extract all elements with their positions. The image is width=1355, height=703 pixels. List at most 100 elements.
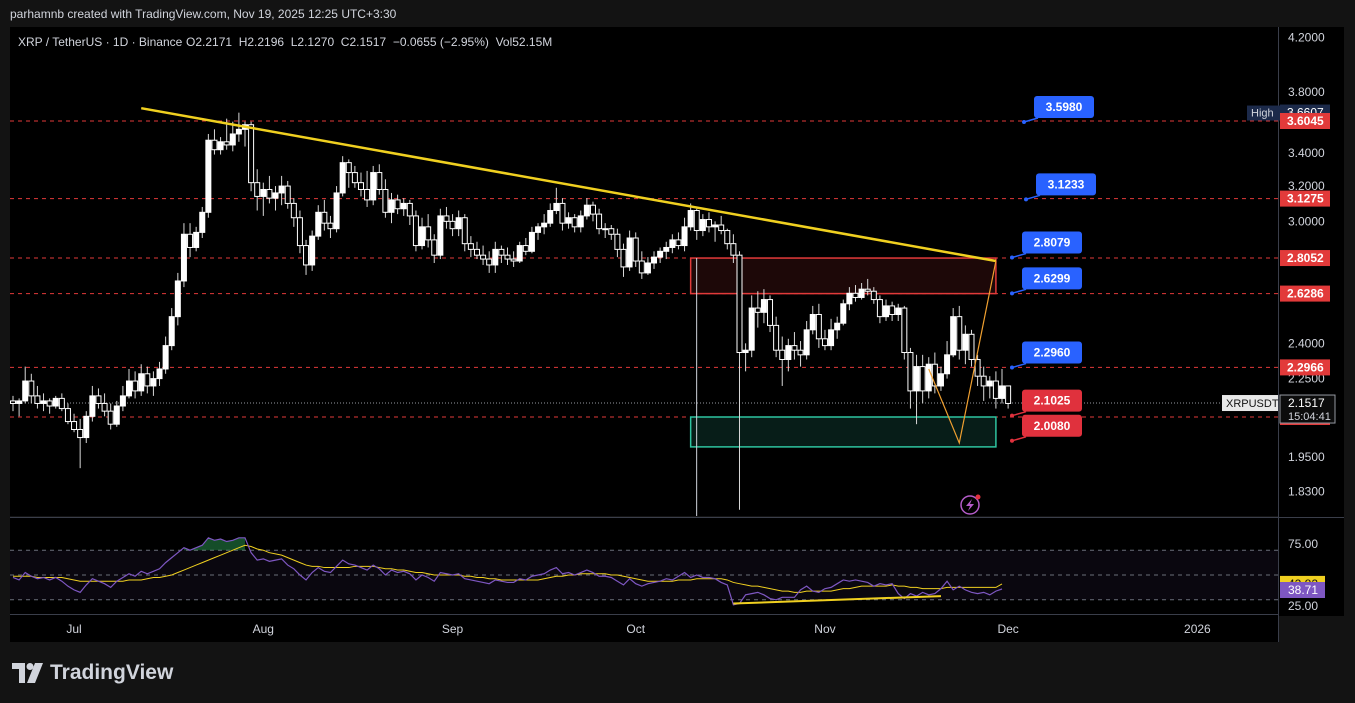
candle-body[interactable] [883,305,890,318]
candle-body[interactable] [492,248,499,266]
candle-body[interactable] [443,215,450,222]
candle-body[interactable] [412,215,419,247]
candle-body[interactable] [699,219,706,232]
candle-body[interactable] [980,375,987,387]
candle-body[interactable] [962,333,969,351]
tradingview-logo[interactable]: TradingView [12,660,173,686]
candle-body[interactable] [486,258,493,266]
candle-body[interactable] [339,162,346,194]
candle-body[interactable] [712,224,719,228]
candle-body[interactable] [101,402,108,412]
candle-body[interactable] [638,260,645,274]
price-callout-box[interactable] [1022,267,1082,290]
candle-body[interactable] [577,215,584,228]
candle-body[interactable] [480,254,487,260]
candle-body[interactable] [211,139,218,151]
candle-body[interactable] [858,288,865,298]
candle-body[interactable] [77,428,84,439]
candle-body[interactable] [876,299,883,318]
candle-body[interactable] [797,349,804,356]
candle-body[interactable] [736,254,743,354]
candle-body[interactable] [376,172,383,190]
candle-body[interactable] [364,188,371,201]
candle-body[interactable] [315,211,322,237]
price-callout-box[interactable] [1034,95,1094,118]
candle-body[interactable] [553,202,560,212]
candle-body[interactable] [296,217,303,247]
candle-body[interactable] [992,380,999,399]
candle-body[interactable] [681,226,688,247]
candle-body[interactable] [852,292,859,298]
candle-body[interactable] [187,233,194,248]
candle-body[interactable] [663,246,670,252]
candle-body[interactable] [840,303,847,324]
candle-body[interactable] [669,239,676,248]
candle-body[interactable] [58,397,65,410]
candle-body[interactable] [284,185,291,204]
price-callout-box[interactable] [1022,341,1082,364]
candle-body[interactable] [321,211,328,224]
candle-body[interactable] [925,363,932,392]
candle-body[interactable] [785,345,792,361]
candle-body[interactable] [620,248,627,268]
candle-body[interactable] [675,239,682,247]
candle-body[interactable] [773,324,780,351]
candle-body[interactable] [693,210,700,232]
candle-body[interactable] [919,366,926,392]
candle-body[interactable] [394,199,401,210]
candle-body[interactable] [742,349,749,354]
candle-body[interactable] [357,182,364,190]
candle-body[interactable] [95,395,102,404]
candle-body[interactable] [174,280,181,318]
candle-body[interactable] [895,307,902,315]
candle-body[interactable] [345,162,352,174]
candle-body[interactable] [52,397,59,407]
candle-body[interactable] [382,188,389,213]
candle-body[interactable] [119,395,126,407]
candle-body[interactable] [388,199,395,213]
candle-body[interactable] [510,258,517,262]
candle-body[interactable] [504,254,511,260]
candle-body[interactable] [40,400,47,404]
candle-body[interactable] [571,217,578,228]
candle-body[interactable] [467,243,474,250]
lightning-alert-icon[interactable] [960,494,981,515]
candle-body[interactable] [10,400,16,404]
candle-body[interactable] [400,202,407,210]
candle-body[interactable] [309,235,316,266]
candle-body[interactable] [254,182,261,197]
candle-body[interactable] [626,237,633,268]
candle-body[interactable] [156,368,163,380]
candle-body[interactable] [162,345,169,370]
candle-body[interactable] [779,349,786,361]
candle-body[interactable] [333,192,340,230]
candle-body[interactable] [1005,385,1012,404]
candle-body[interactable] [125,380,132,397]
candle-body[interactable] [791,345,798,351]
candle-body[interactable] [803,329,810,356]
candle-body[interactable] [968,333,975,361]
candle-body[interactable] [199,211,206,233]
candle-body[interactable] [834,322,841,331]
candle-body[interactable] [809,313,816,331]
candle-body[interactable] [425,226,432,241]
candle-body[interactable] [937,373,944,387]
candle-body[interactable] [846,292,853,305]
candle-body[interactable] [632,237,639,262]
candle-body[interactable] [248,124,255,184]
candle-body[interactable] [28,380,35,397]
candle-body[interactable] [150,378,157,387]
candle-body[interactable] [999,385,1006,399]
candle-body[interactable] [71,421,78,430]
candle-body[interactable] [870,290,877,301]
candle-body[interactable] [260,188,267,197]
candle-body[interactable] [950,316,957,356]
candle-body[interactable] [455,217,462,230]
candle-body[interactable] [974,359,981,377]
candle-body[interactable] [431,239,438,256]
candle-body[interactable] [913,366,920,392]
candle-body[interactable] [516,245,523,262]
price-callout-box[interactable] [1022,231,1082,254]
candle-body[interactable] [760,299,767,313]
candle-body[interactable] [956,316,963,351]
